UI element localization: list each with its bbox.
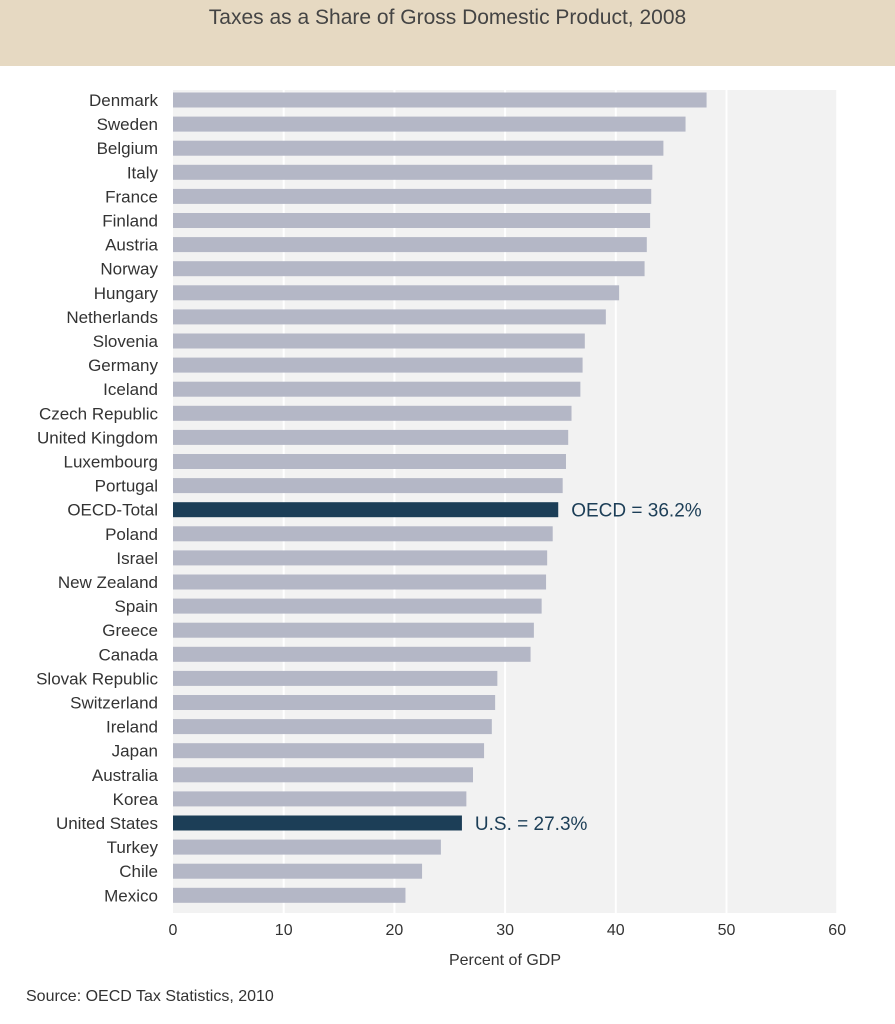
data-annotation: OECD = 36.2% xyxy=(571,501,702,522)
category-label: Turkey xyxy=(107,838,159,857)
category-label: Sweden xyxy=(97,115,158,134)
bar xyxy=(173,791,467,807)
category-label: Italy xyxy=(127,163,159,182)
bar xyxy=(173,140,664,156)
bar xyxy=(173,164,653,180)
bar xyxy=(173,213,651,228)
bar xyxy=(173,188,652,204)
bar xyxy=(173,670,498,686)
bar xyxy=(173,598,542,614)
bar xyxy=(173,839,441,855)
category-label: Norway xyxy=(100,260,158,279)
category-label: France xyxy=(105,187,158,206)
chart-title: Taxes as a Share of Gross Domestic Produ… xyxy=(208,6,687,29)
category-label: United Kingdom xyxy=(37,428,158,447)
category-label: OECD-Total xyxy=(67,501,158,520)
x-tick-label: 10 xyxy=(275,922,293,939)
bar xyxy=(173,815,462,831)
bar xyxy=(173,285,620,301)
category-label: Korea xyxy=(113,790,159,809)
bar xyxy=(173,333,585,349)
category-label: Ireland xyxy=(106,718,158,737)
category-label: Canada xyxy=(98,645,158,664)
x-axis-label: Percent of GDP xyxy=(449,952,561,969)
x-tick-label: 40 xyxy=(607,922,625,939)
category-label: Finland xyxy=(102,212,158,231)
bar xyxy=(173,550,548,566)
category-label: Denmark xyxy=(89,91,158,110)
category-label: Israel xyxy=(116,549,158,568)
title-banner: Taxes as a Share of Gross Domestic Produ… xyxy=(0,0,895,66)
category-label: Slovak Republic xyxy=(36,669,158,688)
bar xyxy=(173,357,583,373)
bar xyxy=(173,695,496,710)
category-label: United States xyxy=(56,814,158,833)
source-note: Source: OECD Tax Statistics, 2010 xyxy=(26,988,274,1005)
category-label: Belgium xyxy=(97,139,158,158)
category-label: Czech Republic xyxy=(39,404,159,423)
x-tick-label: 60 xyxy=(828,922,846,939)
category-label: Austria xyxy=(105,236,158,255)
bar xyxy=(173,743,485,759)
category-label: Iceland xyxy=(103,380,158,399)
x-tick-label: 0 xyxy=(169,922,178,939)
x-tick-label: 50 xyxy=(718,922,736,939)
bar xyxy=(173,429,569,445)
bar xyxy=(173,526,553,542)
bar xyxy=(173,405,572,421)
bar xyxy=(173,887,406,903)
bar xyxy=(173,92,707,108)
bar xyxy=(173,863,423,879)
category-label: Netherlands xyxy=(66,308,158,327)
bar xyxy=(173,646,531,662)
category-label: Hungary xyxy=(94,284,159,303)
category-label: Switzerland xyxy=(70,694,158,713)
category-label: Portugal xyxy=(95,477,158,496)
x-tick-label: 30 xyxy=(496,922,514,939)
bar xyxy=(173,381,581,397)
bar xyxy=(173,454,566,469)
category-label: Spain xyxy=(115,597,158,616)
category-label: Luxembourg xyxy=(63,453,158,472)
category-label: Slovenia xyxy=(93,332,159,351)
bar xyxy=(173,719,492,735)
category-label: Poland xyxy=(105,525,158,544)
category-label: Greece xyxy=(102,621,158,640)
bar xyxy=(173,261,645,277)
x-tick-label: 20 xyxy=(386,922,404,939)
category-label: Mexico xyxy=(104,886,158,905)
category-label: New Zealand xyxy=(58,573,158,592)
bar xyxy=(173,622,534,638)
bar xyxy=(173,309,606,325)
bar xyxy=(173,574,547,590)
bar xyxy=(173,767,473,783)
category-label: Japan xyxy=(112,742,158,761)
bar xyxy=(173,116,686,132)
category-label: Australia xyxy=(92,766,159,785)
category-label: Chile xyxy=(119,862,158,881)
bar xyxy=(173,478,563,494)
category-label: Germany xyxy=(88,356,158,375)
bar xyxy=(173,237,647,253)
bar xyxy=(173,502,559,518)
data-annotation: U.S. = 27.3% xyxy=(475,814,588,835)
